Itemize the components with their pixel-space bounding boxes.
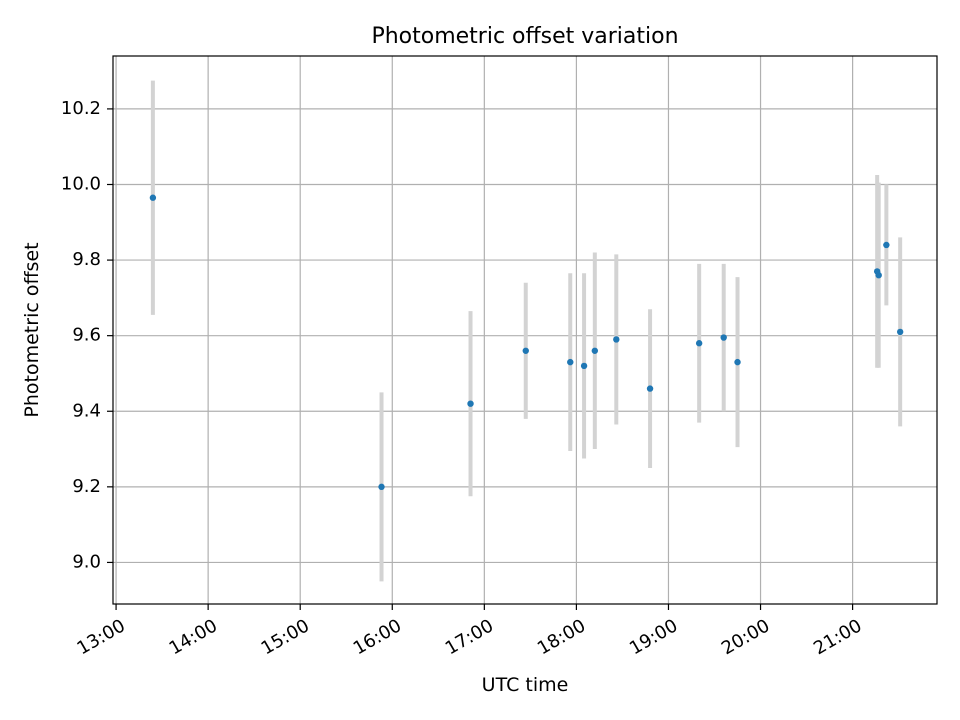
y-tick-label: 9.0 xyxy=(72,551,101,572)
data-point xyxy=(613,336,620,343)
data-point xyxy=(883,241,890,249)
data-points xyxy=(149,194,904,491)
data-point xyxy=(896,328,904,336)
data-point xyxy=(580,362,588,370)
y-tick-label: 9.6 xyxy=(72,325,101,346)
y-tick-label: 9.2 xyxy=(72,476,101,497)
data-point xyxy=(720,334,727,341)
data-point xyxy=(695,340,703,347)
data-point xyxy=(875,272,882,279)
y-tick-label: 9.8 xyxy=(72,249,101,270)
data-point xyxy=(378,483,385,491)
data-point xyxy=(591,347,599,354)
chart-title: Photometric offset variation xyxy=(371,24,678,49)
data-point xyxy=(567,358,574,366)
y-axis-ticks: 9.0 9.2 9.4 9.6 9.8 10.0 10.2 xyxy=(61,98,113,572)
x-axis-label: UTC time xyxy=(482,674,569,696)
y-tick-label: 10.0 xyxy=(61,173,101,194)
y-axis-label: Photometric offset xyxy=(21,242,43,417)
y-tick-label: 10.2 xyxy=(61,98,101,119)
data-point xyxy=(467,400,474,407)
data-point xyxy=(149,194,157,201)
axes-frame xyxy=(112,55,938,605)
data-point xyxy=(522,347,529,354)
data-point xyxy=(646,385,654,392)
y-tick-label: 9.4 xyxy=(72,400,101,421)
data-point xyxy=(734,358,741,366)
